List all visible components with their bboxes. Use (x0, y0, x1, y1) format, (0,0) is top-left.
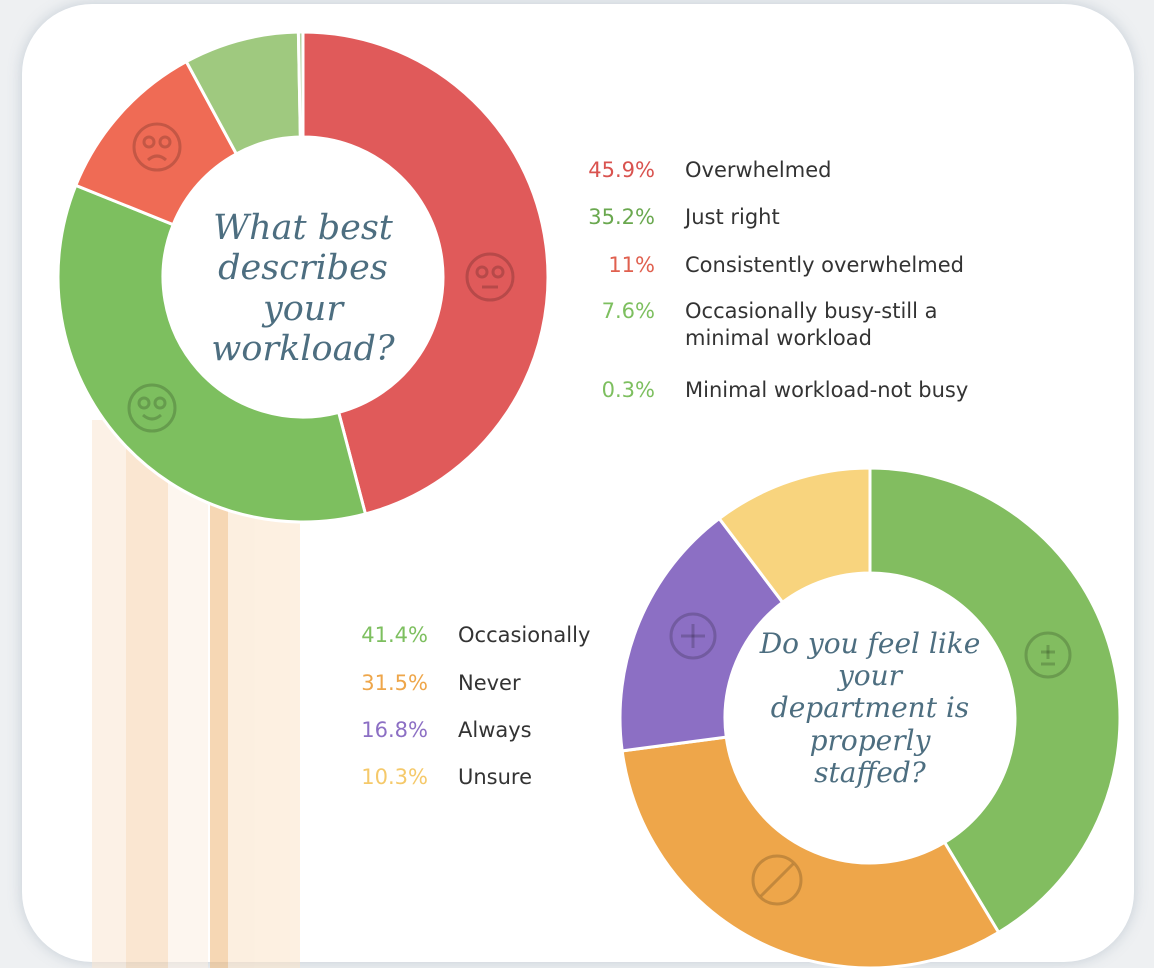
legend-row: 7.6% Occasionally busy-still a minimal wo… (565, 298, 1015, 353)
donut-slice (296, 30, 305, 139)
center-title: Do you feel like your department is prop… (759, 627, 981, 789)
legend-row: 31.5% Never (338, 670, 521, 697)
legend-row: 16.8% Always (338, 717, 532, 744)
legend-value: 45.9% (588, 158, 655, 182)
legend-value: 16.8% (361, 718, 428, 742)
donut-slice (56, 183, 368, 524)
legend-label: Unsure (458, 765, 533, 789)
donut-slice (717, 466, 872, 605)
legend-row: 10.3% Unsure (338, 764, 532, 791)
legend-label: Always (458, 718, 532, 742)
donut-slice (301, 30, 550, 516)
legend-row: 45.9% Overwhelmed (565, 157, 831, 184)
legend-value: 7.6% (601, 299, 655, 323)
slices (56, 30, 1122, 968)
legend-value: 0.3% (601, 378, 655, 402)
legend-value: 11% (608, 253, 655, 277)
legend-label: Occasionally busy-still a minimal worklo… (685, 299, 938, 351)
donut-slice (618, 516, 785, 753)
legend-label: Occasionally (458, 623, 591, 647)
decor-icons (127, 122, 1072, 906)
legend-value: 41.4% (361, 623, 428, 647)
legend-value: 31.5% (361, 671, 428, 695)
legend-label: Minimal workload-not busy (685, 378, 969, 402)
legend-value: 10.3% (361, 765, 428, 789)
legend-row: 35.2% Just right (565, 204, 780, 231)
legend-label: Just right (685, 205, 780, 229)
legend-row: 41.4% Occasionally (338, 622, 590, 649)
legend-label: Overwhelmed (685, 158, 832, 182)
legend-row: 11% Consistently overwhelmed (565, 252, 964, 279)
donut-slice (868, 466, 1122, 935)
legend-value: 35.2% (588, 205, 655, 229)
legend-label: Consistently overwhelmed (685, 253, 964, 277)
center-title: What best describes your workload? (211, 208, 395, 369)
legend-row: 0.3% Minimal workload-not busy (565, 377, 969, 404)
legend-label: Never (458, 671, 521, 695)
